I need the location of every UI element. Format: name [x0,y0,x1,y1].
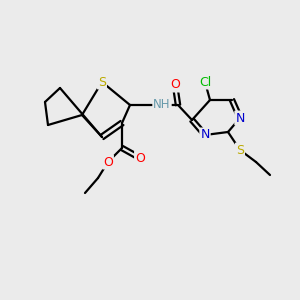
Text: Cl: Cl [199,76,211,88]
Text: S: S [98,76,106,88]
Text: O: O [170,79,180,92]
Text: NH: NH [153,98,171,112]
Text: N: N [200,128,210,142]
Text: O: O [135,152,145,164]
Text: N: N [235,112,245,124]
Text: S: S [236,143,244,157]
Text: O: O [103,155,113,169]
